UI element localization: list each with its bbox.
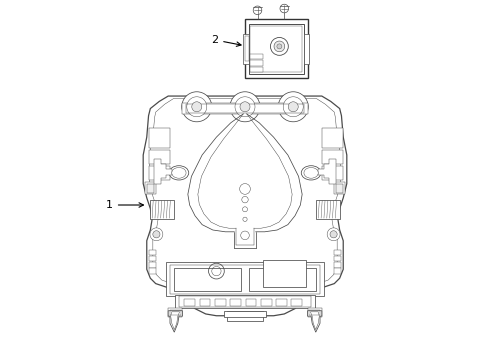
Circle shape xyxy=(187,97,207,117)
Bar xyxy=(334,182,345,194)
Bar xyxy=(150,200,173,219)
Ellipse shape xyxy=(169,166,189,180)
Circle shape xyxy=(277,44,282,49)
Bar xyxy=(215,299,225,306)
Bar xyxy=(148,150,170,164)
Circle shape xyxy=(274,41,285,52)
Text: 2: 2 xyxy=(211,35,241,46)
Bar xyxy=(263,260,306,287)
Circle shape xyxy=(278,92,308,122)
Bar xyxy=(186,104,304,113)
Circle shape xyxy=(270,37,288,55)
Bar xyxy=(304,34,309,64)
Bar xyxy=(179,296,311,307)
Circle shape xyxy=(153,231,160,238)
Bar xyxy=(322,150,343,164)
Bar xyxy=(147,184,154,193)
Bar xyxy=(292,299,302,306)
Bar xyxy=(167,262,323,296)
Bar xyxy=(308,308,322,317)
Bar xyxy=(334,262,342,267)
Bar xyxy=(199,299,210,306)
Circle shape xyxy=(327,228,340,241)
Polygon shape xyxy=(168,311,182,332)
Bar xyxy=(170,310,181,315)
Bar xyxy=(248,267,317,291)
Bar xyxy=(250,26,302,72)
Circle shape xyxy=(235,97,255,117)
Bar xyxy=(309,310,320,315)
Circle shape xyxy=(182,92,212,122)
Bar xyxy=(148,268,156,274)
Bar xyxy=(276,299,287,306)
Bar xyxy=(334,249,342,255)
Bar xyxy=(227,311,263,321)
Bar xyxy=(148,262,156,267)
Bar xyxy=(245,19,308,78)
Polygon shape xyxy=(318,158,336,184)
Polygon shape xyxy=(308,311,322,332)
Bar xyxy=(250,60,263,66)
Bar xyxy=(334,268,342,274)
Bar xyxy=(148,249,156,255)
Bar xyxy=(243,34,248,64)
Bar xyxy=(322,128,343,148)
Text: 1: 1 xyxy=(106,200,144,210)
Bar xyxy=(173,267,242,291)
Ellipse shape xyxy=(301,166,321,180)
Bar xyxy=(148,166,170,180)
Bar xyxy=(250,67,263,72)
Circle shape xyxy=(280,4,289,13)
Bar xyxy=(184,299,195,306)
Bar xyxy=(336,184,343,193)
Circle shape xyxy=(192,102,202,112)
Polygon shape xyxy=(154,158,172,184)
Bar xyxy=(170,265,320,294)
Circle shape xyxy=(240,102,250,112)
Bar xyxy=(175,296,315,308)
Bar xyxy=(245,36,248,62)
Circle shape xyxy=(283,97,303,117)
Bar xyxy=(168,308,182,317)
Bar xyxy=(317,200,340,219)
Bar xyxy=(182,103,308,114)
Ellipse shape xyxy=(172,167,186,178)
Circle shape xyxy=(253,6,262,15)
Circle shape xyxy=(330,231,337,238)
Bar xyxy=(248,24,304,74)
Bar xyxy=(145,182,156,194)
Bar xyxy=(148,128,170,148)
Bar xyxy=(230,299,241,306)
Bar xyxy=(334,256,342,261)
Polygon shape xyxy=(143,96,347,316)
Bar xyxy=(250,54,263,59)
Circle shape xyxy=(150,228,163,241)
Bar xyxy=(245,299,256,306)
Bar xyxy=(322,166,343,180)
Bar xyxy=(223,311,267,317)
Circle shape xyxy=(288,102,298,112)
Circle shape xyxy=(230,92,260,122)
Bar xyxy=(148,256,156,261)
Ellipse shape xyxy=(304,167,318,178)
Bar xyxy=(261,299,271,306)
